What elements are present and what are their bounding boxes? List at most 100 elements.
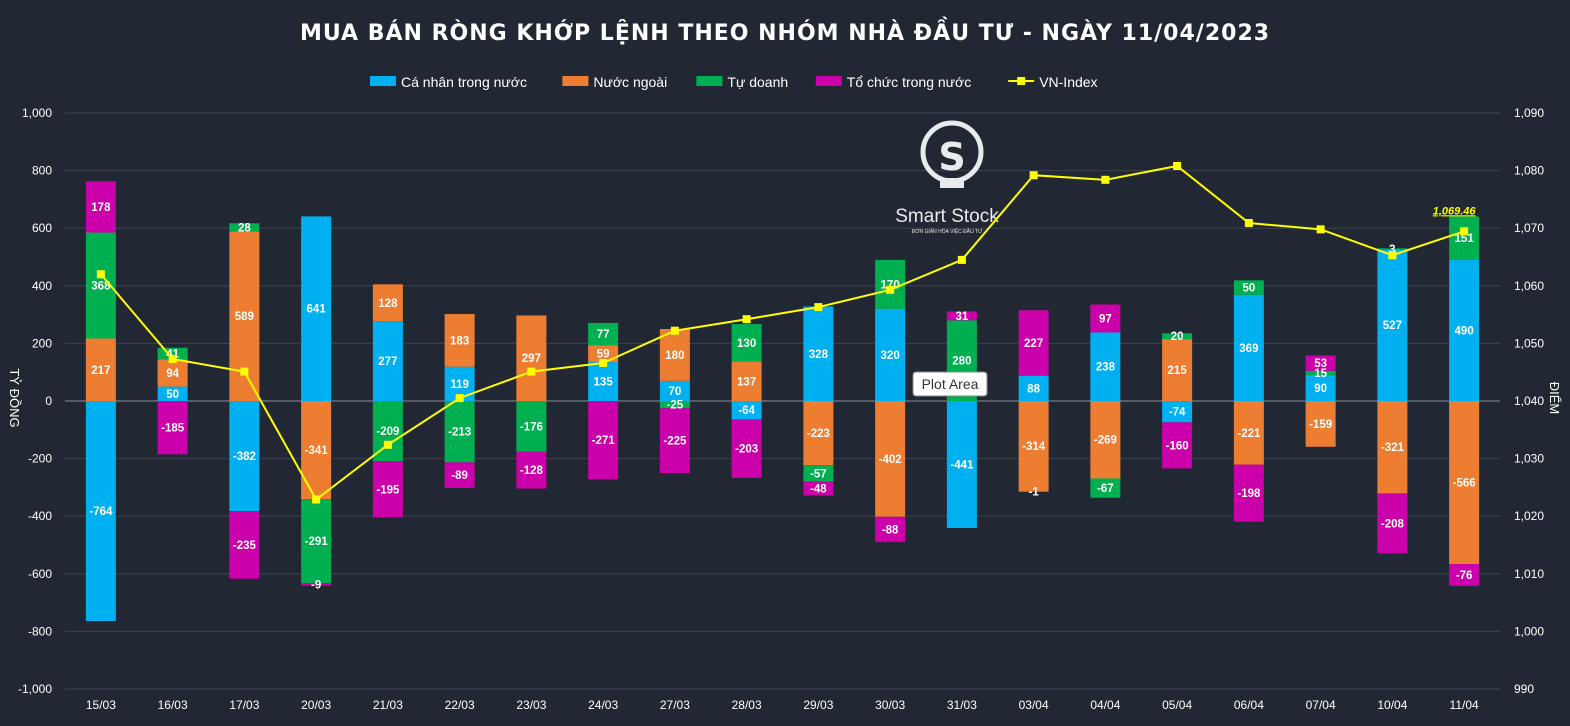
bar-label: -223 (807, 428, 830, 440)
x-tick-label: 03/04 (1019, 698, 1049, 712)
x-tick-label: 04/04 (1090, 698, 1120, 712)
bar-label: -213 (448, 427, 471, 439)
bar-segment (1090, 332, 1121, 401)
bar-segment (1090, 401, 1121, 479)
x-tick-label: 16/03 (158, 698, 188, 712)
bar-label: -209 (376, 426, 399, 438)
bar-label: -48 (810, 484, 827, 496)
bar-segment (1233, 464, 1264, 522)
bar-segment (1018, 491, 1049, 492)
x-tick-label: 15/03 (86, 698, 116, 712)
bar-segment (875, 401, 906, 517)
vnindex-point (1244, 219, 1253, 228)
x-axis: 15/03 16/03 17/03 20/03 21/03 22/03 23/03 24/03… (86, 698, 1479, 712)
bar-segment (1305, 370, 1336, 376)
bar-label: -203 (735, 444, 758, 456)
bar-label: 50 (166, 389, 179, 401)
bar-segment (1018, 375, 1049, 401)
bar-segment (157, 347, 188, 360)
y2-tick-label: 1,010 (1514, 567, 1544, 581)
bar-label: 59 (597, 349, 610, 361)
bar-label: -441 (950, 460, 974, 472)
bar-segment (157, 359, 188, 387)
bar-segment (372, 321, 403, 401)
y2-tick-label: 1,040 (1514, 394, 1544, 408)
bar-segment (659, 401, 690, 409)
bar-label: 180 (665, 350, 684, 362)
chart-title: MUA BÁN RÒNG KHỚP LỆNH THEO NHÓM NHÀ ĐẦU… (300, 17, 1270, 46)
bar-label: 88 (1027, 383, 1040, 395)
bar-label: -314 (1022, 441, 1046, 453)
bar-segment (946, 401, 977, 529)
bar-label: 328 (809, 349, 829, 361)
bar-segment (1377, 249, 1408, 401)
x-tick-label: 24/03 (588, 698, 618, 712)
legend-label: Tổ chức trong nước (847, 74, 971, 90)
x-tick-label: 11/04 (1450, 698, 1479, 712)
legend-swatch (815, 76, 842, 86)
bar-segment (301, 216, 332, 401)
bar-label: 277 (378, 356, 397, 368)
bar-segment (1090, 304, 1121, 333)
y2-tick-label: 1,080 (1514, 164, 1544, 178)
bar-segment (157, 386, 188, 401)
bar-segment (588, 322, 619, 346)
y2-tick-label: 1,060 (1514, 279, 1544, 293)
y-tick-label: 600 (32, 221, 52, 235)
bar-label: 53 (1314, 358, 1327, 370)
x-tick-label: 07/04 (1306, 698, 1336, 712)
bar-segment (803, 481, 834, 496)
bar-label: -269 (1094, 435, 1117, 447)
bar-segment (157, 401, 188, 455)
bar-segment (731, 324, 762, 362)
legend-label: Tự doanh (727, 74, 788, 90)
x-tick-label: 20/03 (301, 698, 331, 712)
vnindex-point (599, 358, 608, 367)
bar-segment (659, 380, 690, 401)
bar-segment (1162, 401, 1193, 423)
bar-segment (229, 511, 260, 579)
bar-segment (1018, 401, 1049, 492)
bar-label: 28 (238, 222, 251, 234)
bar-segment (803, 306, 834, 401)
bar-label: -64 (738, 405, 755, 417)
bar-label: -321 (1381, 442, 1405, 454)
bar-label: 280 (952, 356, 971, 368)
bar-segment (875, 516, 906, 543)
bar-segment (1449, 259, 1480, 401)
bar-label: -67 (1097, 483, 1114, 495)
bar-segment (1162, 422, 1193, 469)
vnindex-last-label: 1,069.46 (1433, 205, 1477, 217)
bar-label: -235 (233, 540, 257, 552)
vnindex-point (383, 440, 392, 449)
y2-tick-label: 990 (1514, 682, 1534, 696)
legend-swatch (562, 76, 589, 86)
vnindex-point (312, 495, 321, 504)
bar-label: 215 (1168, 365, 1188, 377)
bar-label: -76 (1456, 570, 1473, 582)
x-tick-label: 30/03 (875, 698, 905, 712)
bar-label: 183 (450, 335, 469, 347)
legend-marker (1017, 77, 1026, 85)
bar-segment (516, 451, 547, 489)
x-tick-label: 06/04 (1234, 698, 1264, 712)
bar-segment (1377, 493, 1408, 554)
bar-segment (946, 311, 977, 321)
bar-label: 238 (1096, 362, 1116, 374)
bar-segment (1233, 401, 1264, 465)
y-tick-label: 0 (45, 394, 52, 408)
vnindex-point (957, 255, 966, 264)
vnindex-point (1388, 251, 1397, 260)
y-axis-right: 1,090 1,080 1,070 1,060 1,050 1,040 1,030 1,020… (1514, 106, 1544, 696)
bar-label: 15 (1314, 368, 1327, 380)
bar-label: -159 (1309, 419, 1332, 431)
legend-label: Cá nhân trong nước (401, 74, 527, 90)
bar-label: 217 (91, 365, 110, 377)
bar-segment (588, 362, 619, 401)
vnindex-polyline (100, 164, 1465, 501)
bar-segment (875, 259, 906, 309)
bar-segment (803, 401, 834, 466)
x-tick-label: 31/03 (947, 698, 977, 712)
bar-label: -88 (882, 524, 899, 536)
